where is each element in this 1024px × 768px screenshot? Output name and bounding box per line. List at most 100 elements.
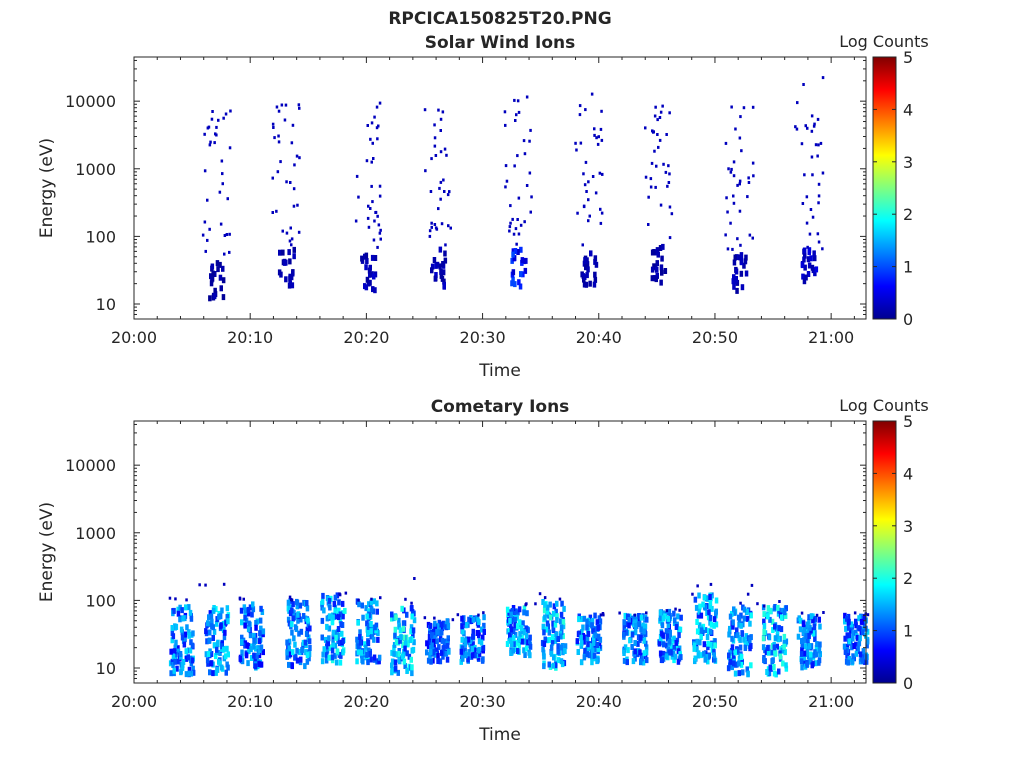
spectrogram-cell (271, 176, 274, 180)
spectrogram-cell (365, 276, 370, 283)
spectrogram-cell (437, 207, 440, 211)
spectrogram-cell (513, 646, 517, 652)
spectrogram-cell (736, 183, 739, 187)
spectrogram-cell (430, 645, 434, 652)
spectrogram-cell (211, 607, 216, 614)
spectrogram-cell (211, 270, 215, 277)
spectrogram-cell (553, 662, 558, 669)
spectrogram-cell (706, 644, 710, 651)
spectrogram-cell (802, 247, 807, 254)
spectrogram-cell (285, 231, 289, 235)
spectrogram-cell (627, 617, 631, 623)
x-tick-label: 20:40 (576, 692, 622, 711)
spectrogram-cell (375, 608, 379, 615)
spectrogram-cell (438, 246, 443, 253)
spectrogram-cell (822, 611, 825, 614)
spectrogram-cell (436, 652, 440, 659)
spectrogram-cell (376, 214, 379, 218)
spectrogram-cell (735, 627, 739, 634)
spectrogram-cell (176, 606, 180, 613)
spectrogram-cell (724, 141, 728, 145)
spectrogram-cell (203, 132, 206, 136)
cometary-ions-panel: Cometary Ions 20:00 20:10 20:20 20:30 20:40 2… (37, 396, 929, 745)
spectrogram-cell (751, 236, 754, 240)
spectrogram-cell (661, 610, 665, 617)
spectrogram-cell (556, 643, 560, 650)
spectrogram-cell (240, 639, 244, 645)
spectrogram-cell (778, 650, 782, 657)
colorbar-tick-label: 0 (903, 674, 913, 693)
spectrogram-cell (618, 611, 621, 615)
spectrogram-cell (412, 610, 416, 617)
spectrogram-cell (405, 611, 409, 618)
spectrogram-cell (794, 125, 797, 129)
spectrogram-cell (636, 640, 640, 647)
spectrogram-cell (659, 203, 663, 207)
spectrogram-cell (331, 642, 335, 649)
spectrogram-cell (366, 216, 370, 220)
spectrogram-cell (816, 117, 820, 121)
spectrogram-cell (378, 231, 382, 235)
spectrogram-cell (637, 613, 641, 620)
y-tick-label: 10000 (65, 92, 116, 111)
x-axis: 20:00 20:10 20:20 20:30 20:40 20:50 21:00 (111, 57, 855, 347)
spectrogram-cell (802, 256, 806, 263)
spectrogram-cell (206, 620, 210, 627)
spectrogram-cell (327, 597, 332, 604)
spectrogram-cell (392, 650, 396, 657)
spectrogram-cell (470, 652, 475, 659)
spectrogram-cell (560, 600, 564, 607)
spectrogram-cell (306, 621, 311, 628)
spectrogram-cell (691, 592, 694, 596)
spectrogram-cell (517, 232, 521, 236)
spectrogram-cell (845, 643, 850, 650)
spectrogram-cell (328, 604, 332, 611)
spectrogram-cell (341, 649, 345, 656)
spectrogram-cell (305, 652, 310, 659)
spectrogram-cell (509, 221, 512, 225)
spectrogram-cell (510, 257, 514, 264)
spectrogram-cell (664, 653, 669, 660)
spectrogram-cell (372, 636, 376, 643)
spectrogram-cell (404, 640, 408, 647)
spectrogram-cell (847, 655, 851, 662)
spectrogram-cell (749, 612, 753, 619)
spectrogram-cell (736, 632, 740, 639)
spectrogram-cell (446, 635, 450, 642)
spectrogram-cell (460, 645, 465, 652)
spectrogram-cell (800, 262, 805, 269)
spectrogram-cell (209, 140, 212, 144)
spectrogram-cell (326, 640, 330, 647)
spectrogram-cell (731, 623, 735, 630)
spectrogram-cell (520, 257, 525, 264)
spectrogram-cell (707, 609, 711, 616)
spectrogram-cell (714, 597, 719, 604)
spectrogram-cell (644, 126, 647, 130)
spectrogram-cell (434, 275, 438, 282)
spectrogram-cell (252, 652, 256, 659)
spectrogram-cell (817, 240, 821, 244)
spectrogram-cell (525, 184, 529, 187)
spectrogram-cell (338, 592, 341, 596)
spectrogram-cell (369, 207, 372, 210)
spectrogram-cell (278, 249, 282, 256)
spectrogram-cell (238, 596, 242, 600)
spectrogram-cell (863, 658, 867, 665)
spectrogram-cell (782, 639, 787, 646)
spectrogram-cell (855, 634, 860, 641)
spectrogram-cell (430, 267, 434, 274)
spectrogram-cell (796, 101, 799, 105)
spectrogram-cell (338, 640, 342, 647)
spectrogram-cell (780, 647, 784, 654)
colorbar-tick-label: 2 (903, 205, 913, 224)
spectrogram-cell (751, 105, 755, 109)
spectrogram-cell (327, 654, 331, 661)
spectrogram-cell (356, 640, 360, 647)
spectrogram-cell (597, 642, 602, 649)
spectrogram-cell (845, 646, 850, 653)
spectrogram-cell (849, 627, 853, 634)
spectrogram-cell (561, 623, 566, 630)
spectrogram-cell (181, 615, 185, 622)
spectrogram-cell (795, 127, 799, 131)
spectrogram-cell (367, 204, 370, 208)
